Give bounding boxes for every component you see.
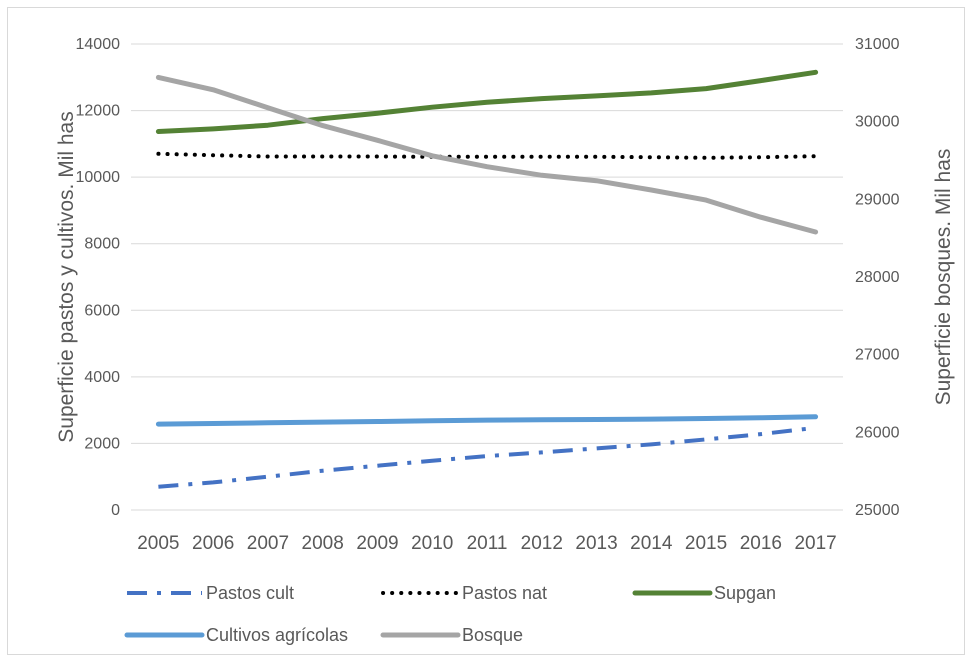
series-line-cultivos-agr-colas <box>155 414 819 427</box>
left-tick-label: 4000 <box>84 369 120 386</box>
x-tick-label: 2017 <box>794 533 836 554</box>
x-tick-label: 2013 <box>575 533 617 554</box>
right-tick-label: 25000 <box>855 502 900 519</box>
left-axis-ticks: 0 2000 4000 6000 8000 10000 12000 14000 <box>76 36 121 519</box>
gridlines <box>131 43 843 511</box>
right-tick-label: 30000 <box>855 114 900 131</box>
legend-label: Supgan <box>714 583 776 603</box>
left-tick-label: 12000 <box>76 103 121 120</box>
right-tick-label: 28000 <box>855 269 900 286</box>
left-tick-label: 2000 <box>84 435 120 452</box>
x-tick-label: 2011 <box>467 533 508 554</box>
x-axis-ticks: 2005 2006 2007 2008 2009 2010 2011 2012 2013 2014… <box>137 533 837 554</box>
x-tick-label: 2007 <box>247 533 289 554</box>
x-tick-label: 2009 <box>356 533 398 554</box>
right-axis-ticks: 25000 26000 27000 28000 29000 30000 31000 <box>855 36 900 519</box>
legend-label: Pastos cult <box>206 583 294 603</box>
legend: Pastos cult Pastos nat Supgan Cultivos agrí… <box>124 583 776 645</box>
left-tick-label: 10000 <box>76 169 121 186</box>
left-tick-label: 6000 <box>84 302 120 319</box>
right-tick-label: 27000 <box>855 347 900 364</box>
series-line-pastos-nat <box>156 151 818 160</box>
left-tick-label: 14000 <box>76 36 121 53</box>
x-tick-label: 2008 <box>302 533 344 554</box>
right-tick-label: 26000 <box>855 424 900 441</box>
series-line-pastos-cult <box>158 425 816 489</box>
legend-label: Pastos nat <box>462 583 547 603</box>
left-tick-label: 0 <box>111 502 120 519</box>
x-tick-label: 2012 <box>521 533 563 554</box>
left-axis-title: Superficie pastos y cultivos. Mil has <box>55 111 78 442</box>
series-line-supgan <box>155 69 819 134</box>
x-tick-label: 2016 <box>740 533 782 554</box>
right-tick-label: 31000 <box>855 36 900 53</box>
x-tick-label: 2014 <box>630 533 673 554</box>
series-lines <box>155 69 819 489</box>
x-tick-label: 2005 <box>137 533 179 554</box>
series-line-bosque <box>155 74 819 235</box>
legend-label: Cultivos agrícolas <box>206 625 348 645</box>
x-tick-label: 2006 <box>192 533 234 554</box>
left-tick-label: 8000 <box>84 236 120 253</box>
legend-label: Bosque <box>462 625 523 645</box>
right-axis-title: Superficie bosques. Mil has <box>932 149 955 406</box>
x-tick-label: 2010 <box>411 533 453 554</box>
x-tick-label: 2015 <box>685 533 727 554</box>
chart-frame <box>7 7 965 655</box>
right-tick-label: 29000 <box>855 191 900 208</box>
